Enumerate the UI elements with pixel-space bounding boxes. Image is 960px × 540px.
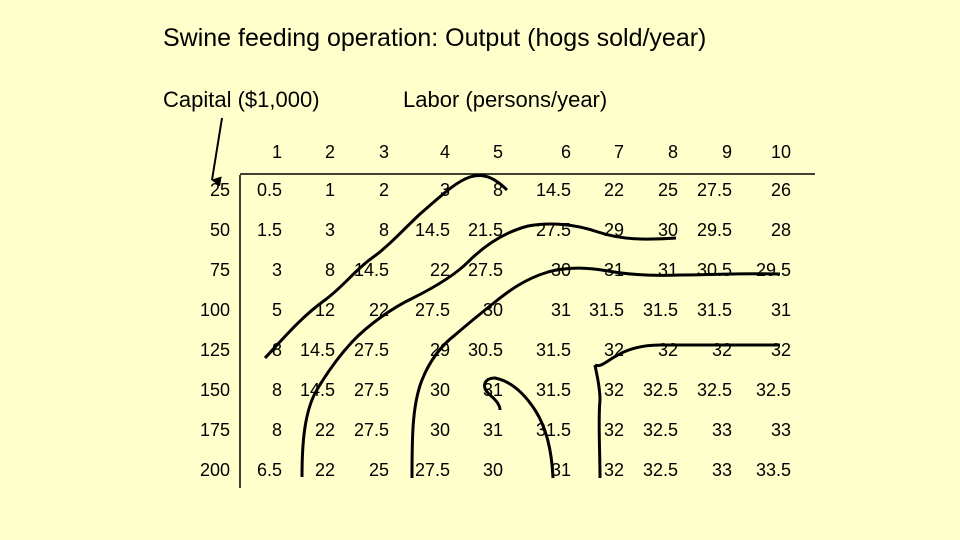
output-cell: 31.5 bbox=[588, 300, 624, 320]
output-cell: 32.5 bbox=[696, 380, 732, 400]
isoquant-curve-3 bbox=[410, 266, 781, 479]
labor-value-2: 2 bbox=[324, 142, 335, 162]
capital-axis-label: Capital ($1,000) bbox=[163, 87, 320, 112]
capital-value: 175 bbox=[199, 420, 230, 440]
output-cell: 32.5 bbox=[642, 420, 678, 440]
output-cell: 27.5 bbox=[353, 380, 389, 400]
output-cell: 30 bbox=[657, 220, 678, 240]
output-cell: 32 bbox=[603, 380, 624, 400]
output-cell: 32 bbox=[603, 420, 624, 440]
output-cell: 31 bbox=[550, 460, 571, 480]
output-cell: 30 bbox=[482, 300, 503, 320]
output-cell: 32.5 bbox=[642, 460, 678, 480]
output-cell: 32 bbox=[603, 460, 624, 480]
output-cell: 3 bbox=[439, 180, 450, 200]
output-cell: 21.5 bbox=[467, 220, 503, 240]
output-cell: 14.5 bbox=[535, 180, 571, 200]
capital-value: 125 bbox=[199, 340, 230, 360]
output-cell: 31 bbox=[482, 420, 503, 440]
output-cell: 27.5 bbox=[414, 300, 450, 320]
output-cell: 8 bbox=[492, 180, 503, 200]
output-cell: 31.5 bbox=[535, 340, 571, 360]
labor-value-7: 7 bbox=[613, 142, 624, 162]
output-cell: 25 bbox=[657, 180, 678, 200]
isoquant-curve-5 bbox=[593, 364, 602, 479]
output-cell: 27.5 bbox=[467, 260, 503, 280]
output-cell: 22 bbox=[314, 420, 335, 440]
labor-value-4: 4 bbox=[439, 142, 450, 162]
output-cell: 27.5 bbox=[414, 460, 450, 480]
output-cell: 14.5 bbox=[299, 340, 335, 360]
slide-title: Swine feeding operation: Output (hogs so… bbox=[163, 24, 707, 52]
output-cell: 30 bbox=[429, 420, 450, 440]
output-cell: 3 bbox=[271, 260, 282, 280]
capital-value: 50 bbox=[209, 220, 230, 240]
isoquant-curve-2 bbox=[300, 222, 677, 478]
output-cell: 31 bbox=[550, 300, 571, 320]
output-cell: 5 bbox=[271, 300, 282, 320]
output-cell: 30 bbox=[482, 460, 503, 480]
output-cell: 6.5 bbox=[256, 460, 282, 480]
output-cell: 1 bbox=[324, 180, 335, 200]
capital-value: 100 bbox=[199, 300, 230, 320]
output-cell: 0.5 bbox=[256, 180, 282, 200]
capital-value: 150 bbox=[199, 380, 230, 400]
isoquant-curve-1 bbox=[263, 174, 509, 360]
output-cell: 31 bbox=[770, 300, 791, 320]
isoquant-curve-4 bbox=[483, 376, 555, 479]
output-cell: 30 bbox=[429, 380, 450, 400]
output-cell: 8 bbox=[324, 260, 335, 280]
labor-value-5: 5 bbox=[492, 142, 503, 162]
labor-value-10: 10 bbox=[770, 142, 791, 162]
labor-value-6: 6 bbox=[560, 142, 571, 162]
output-cell: 31.5 bbox=[535, 380, 571, 400]
output-cell: 8 bbox=[378, 220, 389, 240]
capital-value: 200 bbox=[199, 460, 230, 480]
labor-value-1: 1 bbox=[271, 142, 282, 162]
output-cell: 33 bbox=[770, 420, 791, 440]
output-cell: 31.5 bbox=[535, 420, 571, 440]
labor-value-3: 3 bbox=[378, 142, 389, 162]
output-cell: 22 bbox=[314, 460, 335, 480]
arrow bbox=[211, 117, 223, 187]
output-cell: 27.5 bbox=[353, 340, 389, 360]
output-cell: 32.5 bbox=[755, 380, 791, 400]
output-cell: 31.5 bbox=[642, 300, 678, 320]
labor-value-8: 8 bbox=[667, 142, 678, 162]
output-cell: 14.5 bbox=[414, 220, 450, 240]
output-cell: 22 bbox=[603, 180, 624, 200]
capital-value: 75 bbox=[209, 260, 230, 280]
output-cell: 29.5 bbox=[696, 220, 732, 240]
output-cell: 8 bbox=[271, 380, 282, 400]
output-cell: 33 bbox=[711, 460, 732, 480]
output-cell: 31.5 bbox=[696, 300, 732, 320]
output-cell: 1.5 bbox=[256, 220, 282, 240]
labor-axis-label: Labor (persons/year) bbox=[403, 87, 608, 112]
output-cell: 27.5 bbox=[353, 420, 389, 440]
output-cell: 22 bbox=[429, 260, 450, 280]
output-cell: 33.5 bbox=[755, 460, 791, 480]
output-cell: 25 bbox=[368, 460, 389, 480]
output-cell: 8 bbox=[271, 340, 282, 360]
output-cell: 32.5 bbox=[642, 380, 678, 400]
output-cell: 2 bbox=[378, 180, 389, 200]
output-cell: 8 bbox=[271, 420, 282, 440]
output-cell: 31 bbox=[603, 260, 624, 280]
output-cell: 27.5 bbox=[696, 180, 732, 200]
output-cell: 3 bbox=[324, 220, 335, 240]
output-cell: 30.5 bbox=[467, 340, 503, 360]
isoquant-curve-6 bbox=[594, 343, 780, 368]
output-cell: 33 bbox=[711, 420, 732, 440]
output-cell: 26 bbox=[770, 180, 791, 200]
labor-value-9: 9 bbox=[721, 142, 732, 162]
output-cell: 28 bbox=[770, 220, 791, 240]
